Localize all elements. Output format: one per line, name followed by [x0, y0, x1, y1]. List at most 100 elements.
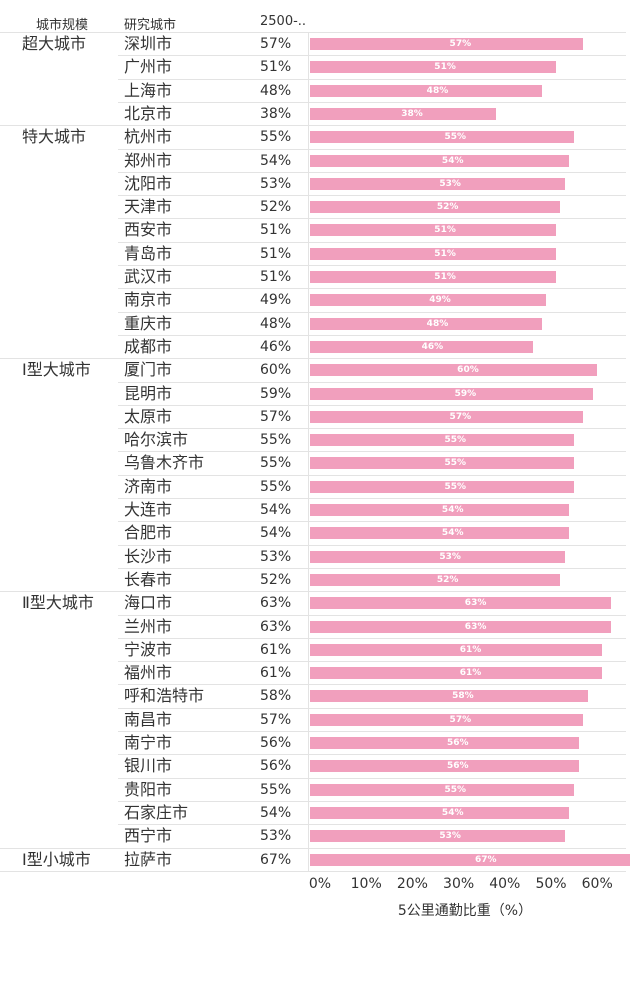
bar: [310, 364, 598, 377]
row-divider: [118, 78, 626, 80]
value-label: 52%: [260, 571, 292, 588]
row-divider: [118, 218, 626, 220]
bar: [310, 61, 556, 74]
bar: [310, 271, 556, 283]
value-label: 53%: [260, 828, 292, 845]
row-divider: [118, 265, 626, 266]
bar-data-label: 52%: [436, 574, 459, 585]
value-label: 55%: [260, 781, 292, 798]
city-name: 合肥市: [124, 523, 173, 543]
bar: [310, 504, 570, 516]
x-tick-label: 10%: [350, 876, 382, 892]
value-label: 61%: [260, 665, 292, 682]
bar-data-label: 56%: [447, 738, 469, 748]
value-label: 63%: [260, 595, 292, 612]
value-label: 67%: [260, 851, 292, 868]
value-label: 57%: [260, 408, 292, 425]
value-label: 56%: [260, 758, 292, 775]
value-label: 61%: [260, 641, 292, 658]
city-name: 北京市: [124, 103, 173, 123]
value-label: 63%: [260, 618, 292, 635]
bar: [310, 340, 533, 353]
city-name: 石家庄市: [124, 802, 189, 822]
city-name: 宁波市: [124, 639, 173, 659]
bar-data-label: 48%: [426, 85, 449, 96]
bar: [310, 643, 602, 656]
bar-data-label: 56%: [447, 761, 469, 772]
city-name: 银川市: [124, 756, 173, 776]
city-name: 西宁市: [124, 826, 173, 846]
bar-data-label: 57%: [449, 714, 472, 725]
bar: [310, 597, 612, 610]
bar: [310, 387, 593, 400]
value-label: 51%: [260, 245, 292, 262]
bar: [310, 667, 602, 680]
header-study-city: 研究城市: [124, 18, 177, 33]
bar-data-label: 61%: [459, 668, 482, 679]
bar: [310, 760, 579, 773]
city-name: 西安市: [124, 220, 173, 240]
city-name: 福州市: [124, 663, 173, 683]
row-divider: [118, 474, 626, 476]
bar: [310, 434, 575, 447]
city-name: 郑州市: [124, 150, 173, 170]
city-name: 杭州市: [124, 127, 173, 147]
bar-data-label: 38%: [401, 108, 423, 119]
bar-data-label: 55%: [444, 458, 467, 469]
value-label: 54%: [260, 804, 292, 821]
bar: [310, 201, 561, 214]
bar: [310, 853, 630, 866]
row-divider: [118, 195, 626, 197]
row-divider: [118, 311, 626, 313]
value-label: 51%: [260, 222, 292, 239]
x-tick-label: 40%: [489, 876, 521, 892]
bar-data-label: 67%: [474, 854, 497, 865]
row-divider: [118, 404, 626, 406]
row-divider: [118, 148, 626, 150]
bar-data-label: 53%: [439, 551, 461, 562]
row-divider: [118, 428, 626, 430]
city-name: 深圳市: [124, 34, 173, 53]
bar-data-label: 61%: [459, 644, 482, 655]
bar: [310, 457, 575, 470]
row-divider: [118, 731, 626, 732]
x-tick-label: 30%: [443, 876, 475, 892]
city-name: 济南市: [124, 476, 173, 496]
bar-data-label: 51%: [434, 248, 456, 259]
value-label: 55%: [260, 455, 292, 472]
city-name: 武汉市: [124, 267, 173, 286]
bar-data-label: 55%: [444, 435, 467, 446]
bar-data-label: 63%: [464, 621, 487, 632]
bar-data-label: 54%: [441, 807, 464, 818]
row-divider: [118, 451, 626, 453]
bar: [310, 737, 579, 749]
row-divider: [118, 777, 626, 779]
bar-data-label: 48%: [426, 318, 449, 329]
row-divider: [118, 754, 626, 756]
city-name: 兰州市: [124, 616, 173, 636]
bar: [310, 713, 584, 726]
row-divider: [118, 684, 626, 686]
bar-data-label: 52%: [436, 202, 459, 213]
bar: [310, 247, 556, 260]
bar: [310, 84, 542, 97]
row-divider: [118, 288, 626, 290]
city-name: 大连市: [124, 500, 173, 519]
value-label: 48%: [260, 315, 292, 332]
value-label: 55%: [260, 478, 292, 495]
group-divider: [0, 847, 626, 849]
row-divider: [118, 824, 626, 826]
value-label: 55%: [260, 432, 292, 449]
bar: [310, 620, 612, 633]
bar-data-label: 54%: [441, 528, 464, 539]
row-divider: [118, 707, 626, 709]
row-divider: [118, 614, 626, 616]
city-name: 长沙市: [124, 546, 173, 566]
row-divider: [118, 637, 626, 639]
bar: [310, 550, 565, 563]
bar: [310, 38, 584, 50]
city-name: 天津市: [124, 197, 173, 217]
city-name: 拉萨市: [124, 849, 173, 869]
row-divider: [118, 498, 626, 499]
bar-data-label: 51%: [434, 62, 456, 73]
